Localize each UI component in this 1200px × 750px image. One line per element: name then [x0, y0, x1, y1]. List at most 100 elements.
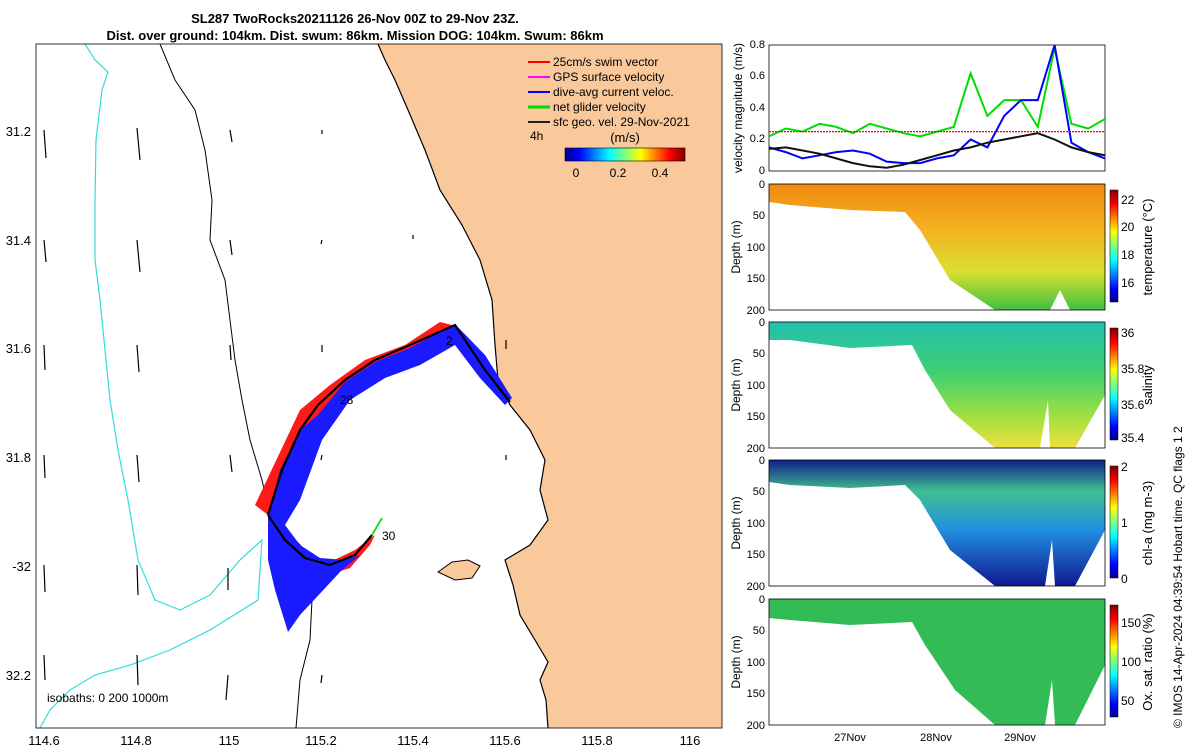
oxygen-panel	[768, 598, 1106, 726]
colorbar-tick: 0.2	[610, 166, 627, 180]
lat-tick: 31.2	[6, 124, 31, 139]
colorbar-label: (m/s)	[610, 130, 640, 145]
velocity-panel: 0 0.2 0.4 0.6 0.8 velocity magnitude (m/…	[731, 39, 1106, 177]
speed-colorbar	[564, 147, 686, 162]
lon-tick: 115.6	[489, 733, 521, 748]
coastline	[377, 44, 549, 728]
temperature-field	[769, 184, 1105, 310]
oxy-colorbar	[1109, 604, 1119, 718]
day-label: 28	[340, 393, 354, 407]
cbar-tick: 18	[1121, 248, 1135, 262]
legend-label: 25cm/s swim vector	[553, 55, 658, 69]
island	[437, 559, 481, 581]
chart-title: SL287 TwoRocks20211126 26-Nov 00Z to 29-…	[20, 10, 690, 44]
colorbar-ticks: 16 18 20 22 35.4 35.6 35.8 36 0 1 2 50 1…	[1121, 193, 1145, 708]
lat-ticks: 31.2 31.4 31.6 31.8 -32 32.2	[6, 124, 31, 683]
colorbar-tick: 0	[573, 166, 580, 180]
map-frame	[35, 43, 723, 729]
track-day-labels: 2 28 30	[340, 334, 453, 543]
depth-tick: 50	[753, 210, 765, 222]
glider-track-map: 114.6 114.8 115 115.2 115.4 115.6 115.8 …	[6, 43, 723, 748]
cbar-tick: 50	[1121, 694, 1135, 708]
chla-ylabel: Depth (m)	[729, 496, 743, 549]
legend-label: GPS surface velocity	[553, 70, 664, 84]
legend-label: dive-avg current veloc.	[553, 85, 674, 99]
lon-tick: 116	[680, 733, 701, 748]
colorbars	[1109, 189, 1119, 718]
cbar-tick: 22	[1121, 193, 1135, 207]
velocity-series-line	[769, 45, 1105, 165]
day-label: 2	[446, 334, 453, 348]
cbar-tick: 0	[1121, 572, 1128, 586]
depth-tick: 0	[759, 317, 765, 329]
date-tick: 29Nov	[1004, 732, 1036, 744]
map-legend: 25cm/s swim vector GPS surface velocity …	[528, 55, 690, 180]
salinity-field	[769, 322, 1105, 448]
lon-tick: 115.8	[581, 733, 613, 748]
depth-tick: 150	[747, 549, 765, 561]
depth-tick: 200	[747, 720, 765, 732]
isobaths-label: isobaths: 0 200 1000m	[47, 691, 168, 705]
date-ticks: 27Nov 28Nov 29Nov	[834, 732, 1036, 744]
vel-ytick: 0.2	[750, 133, 765, 145]
lon-tick: 115	[219, 733, 240, 748]
depth-tick: 100	[747, 242, 765, 254]
cbar-tick: 36	[1121, 326, 1135, 340]
oxygen-axes	[768, 598, 1106, 726]
cbar-tick: 150	[1121, 616, 1141, 630]
lat-tick: 31.8	[6, 450, 31, 465]
depth-tick: 150	[747, 411, 765, 423]
glider-track	[266, 323, 511, 567]
temp-ylabel: Depth (m)	[729, 220, 743, 273]
chla-field	[769, 460, 1105, 586]
sal-cbar-label: salinity	[1140, 365, 1155, 405]
cbar-tick: 20	[1121, 220, 1135, 234]
title-line2: Dist. over ground: 104km. Dist. swum: 86…	[106, 28, 604, 43]
legend-label: sfc geo. vel. 29-Nov-2021	[553, 115, 690, 129]
lon-tick: 114.6	[28, 733, 60, 748]
lat-tick: 32.2	[6, 668, 31, 683]
current-arrows	[43, 127, 507, 701]
velocity-series	[769, 45, 1105, 169]
vel-ytick: 0.8	[750, 39, 765, 51]
lat-tick: -32	[12, 559, 31, 574]
vel-ytick: 0	[759, 165, 765, 177]
cbar-tick: 2	[1121, 460, 1128, 474]
oxygen-field	[769, 599, 1105, 725]
vel-ylabel: velocity magnitude (m/s)	[731, 43, 745, 173]
temperature-panel	[768, 183, 1106, 311]
salinity-axes	[768, 321, 1106, 449]
cbar-tick: 35.4	[1121, 431, 1145, 445]
temperature-axes	[768, 183, 1106, 311]
footer-credit: © IMOS 14-Apr-2024 04:39:54 Hobart time.…	[1171, 426, 1185, 728]
velocity-series-line	[769, 132, 1105, 169]
date-tick: 27Nov	[834, 732, 866, 744]
oxy-cbar-label: Ox. sat. ratio (%)	[1140, 613, 1155, 711]
vel-ytick: 0.6	[750, 70, 765, 82]
lon-ticks: 114.6 114.8 115 115.2 115.4 115.6 115.8 …	[28, 733, 700, 748]
chla-panel	[768, 459, 1106, 587]
depth-tick: 0	[759, 179, 765, 191]
depth-tick: 50	[753, 348, 765, 360]
cbar-tick: 35.8	[1121, 362, 1145, 376]
cbar-tick: 16	[1121, 276, 1135, 290]
depth-tick: 100	[747, 657, 765, 669]
lon-tick: 115.2	[305, 733, 337, 748]
lat-tick: 31.4	[6, 233, 31, 248]
net-glider-velocity	[371, 517, 383, 536]
cbar-tick: 35.6	[1121, 398, 1145, 412]
depth-tick: 150	[747, 273, 765, 285]
depth-tick: 150	[747, 688, 765, 700]
title-line1: SL287 TwoRocks20211126 26-Nov 00Z to 29-…	[191, 11, 519, 26]
chla-axes	[768, 459, 1106, 587]
current-vectors	[268, 324, 512, 632]
oxy-ylabel: Depth (m)	[729, 635, 743, 688]
chla-cbar-label: chl-a (mg m-3)	[1140, 481, 1155, 566]
sal-ylabel: Depth (m)	[729, 358, 743, 411]
legend-tag: 4h	[530, 129, 543, 143]
sal-colorbar	[1109, 327, 1119, 441]
lon-tick: 115.4	[397, 733, 429, 748]
depth-tick: 50	[753, 625, 765, 637]
depth-tick: 200	[747, 305, 765, 317]
chla-colorbar	[1109, 465, 1119, 579]
